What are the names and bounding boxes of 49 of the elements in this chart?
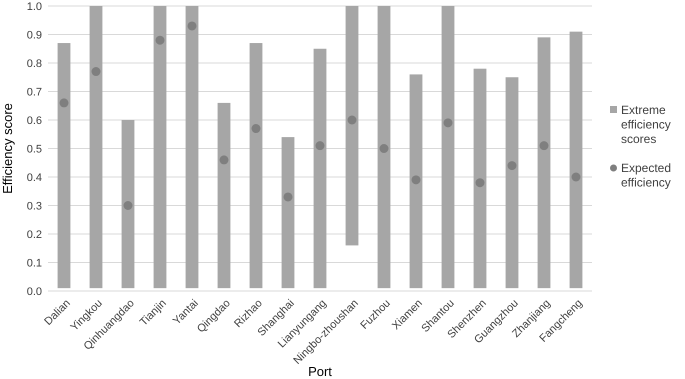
y-tick-label: 0.5 xyxy=(26,143,42,156)
point xyxy=(380,144,388,153)
y-tick-label: 0.2 xyxy=(26,228,42,241)
bar xyxy=(218,102,230,288)
point xyxy=(540,141,548,150)
bar xyxy=(570,32,582,288)
bar xyxy=(474,68,486,288)
bar xyxy=(250,43,262,288)
bar xyxy=(346,6,358,246)
bar xyxy=(58,43,70,288)
point xyxy=(252,124,260,134)
point xyxy=(412,175,420,184)
bar xyxy=(538,37,550,288)
point xyxy=(508,161,516,170)
point xyxy=(60,98,68,108)
bar xyxy=(154,6,166,288)
point xyxy=(284,192,292,202)
bar xyxy=(442,6,454,288)
bar xyxy=(410,74,422,288)
bar xyxy=(506,77,518,288)
y-tick-label: 1.0 xyxy=(26,0,42,13)
legend-label: Extreme efficiency scores xyxy=(621,103,671,146)
point xyxy=(124,201,132,210)
point xyxy=(316,141,324,150)
bar xyxy=(186,6,198,288)
point xyxy=(220,155,228,164)
y-tick-label: 0.9 xyxy=(26,29,42,42)
legend-label: Expected efficiency xyxy=(621,161,672,190)
point xyxy=(572,172,580,182)
y-tick-label: 0.4 xyxy=(26,172,42,184)
point xyxy=(476,178,484,188)
bar xyxy=(282,137,294,288)
y-tick-label: 0.6 xyxy=(26,114,42,127)
y-tick-label: 0.0 xyxy=(26,286,42,298)
y-axis-title: Efficiency score xyxy=(0,103,15,194)
y-tick-label: 0.7 xyxy=(26,86,42,98)
point xyxy=(92,67,100,76)
bar xyxy=(90,6,102,288)
point xyxy=(348,116,356,124)
bar xyxy=(314,48,326,288)
y-tick-label: 0.1 xyxy=(26,257,42,270)
x-axis-title: Port xyxy=(308,364,332,379)
point xyxy=(444,118,452,128)
bar xyxy=(378,6,390,288)
bar xyxy=(122,120,134,288)
point xyxy=(156,36,164,45)
y-tick-label: 0.8 xyxy=(26,58,42,70)
y-tick-label: 0.3 xyxy=(26,200,42,212)
point xyxy=(188,21,196,30)
